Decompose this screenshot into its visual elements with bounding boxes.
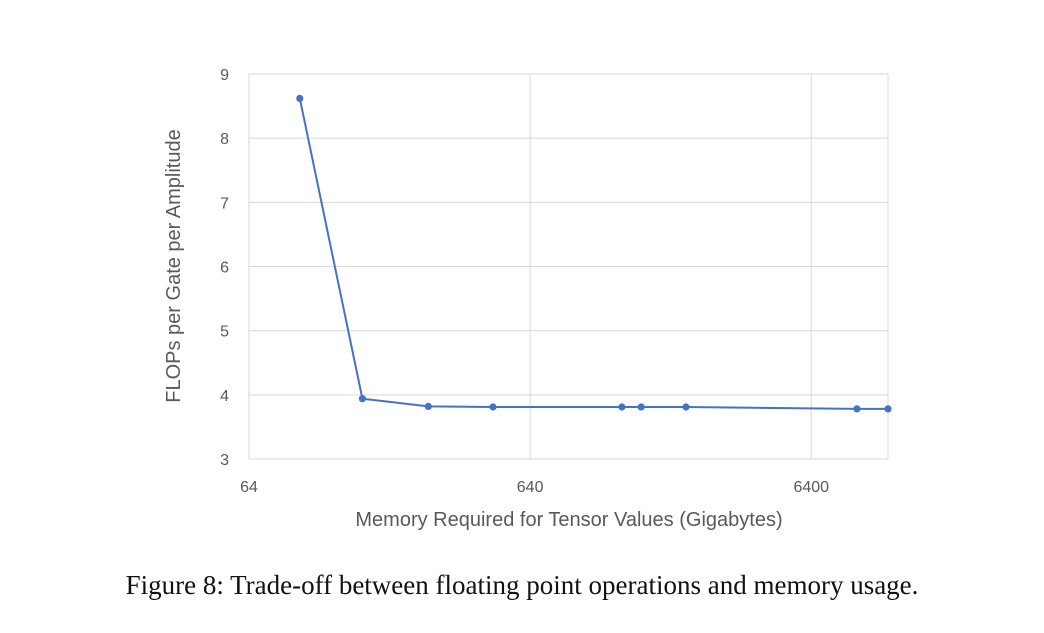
series-layer bbox=[296, 94, 892, 413]
grid-lines bbox=[248, 73, 889, 460]
data-point bbox=[489, 403, 497, 411]
x-tick-label: 640 bbox=[517, 479, 544, 496]
series-line bbox=[298, 98, 888, 410]
data-point bbox=[358, 395, 366, 403]
data-point bbox=[296, 94, 304, 102]
data-point bbox=[884, 405, 892, 413]
y-axis-title: FLOPs per Gate per Amplitude bbox=[163, 129, 185, 402]
figure-caption: Figure 8: Trade-off between floating poi… bbox=[125, 570, 919, 600]
data-point bbox=[682, 403, 690, 411]
y-tick-label: 9 bbox=[220, 67, 229, 84]
y-tick-label: 5 bbox=[220, 324, 229, 341]
data-point bbox=[637, 403, 645, 411]
x-axis-title: Memory Required for Tensor Values (Gigab… bbox=[355, 509, 782, 531]
data-point bbox=[853, 405, 861, 413]
data-point bbox=[618, 403, 626, 411]
y-tick-label: 6 bbox=[220, 260, 229, 277]
x-tick-label: 6400 bbox=[793, 479, 829, 496]
y-tick-label: 3 bbox=[220, 452, 229, 469]
y-tick-label: 8 bbox=[220, 131, 229, 148]
x-tick-label: 64 bbox=[240, 479, 258, 496]
x-tick-labels: 64 640 6400 bbox=[240, 479, 829, 496]
y-tick-label: 4 bbox=[220, 388, 229, 405]
y-tick-labels: 3 4 5 6 7 8 9 bbox=[220, 67, 229, 469]
y-tick-label: 7 bbox=[220, 195, 229, 212]
data-point bbox=[424, 402, 432, 410]
line-chart: 64 640 6400 3 4 5 6 7 8 9 Memory Required for Te… bbox=[163, 67, 892, 531]
